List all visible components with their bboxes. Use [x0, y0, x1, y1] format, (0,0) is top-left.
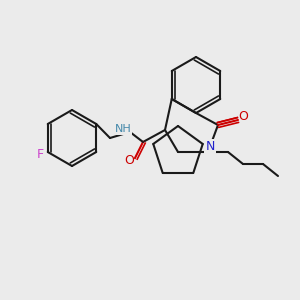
- Text: O: O: [238, 110, 248, 124]
- Text: F: F: [37, 148, 44, 160]
- Text: NH: NH: [115, 124, 131, 134]
- Text: O: O: [124, 154, 134, 167]
- Text: N: N: [205, 140, 215, 154]
